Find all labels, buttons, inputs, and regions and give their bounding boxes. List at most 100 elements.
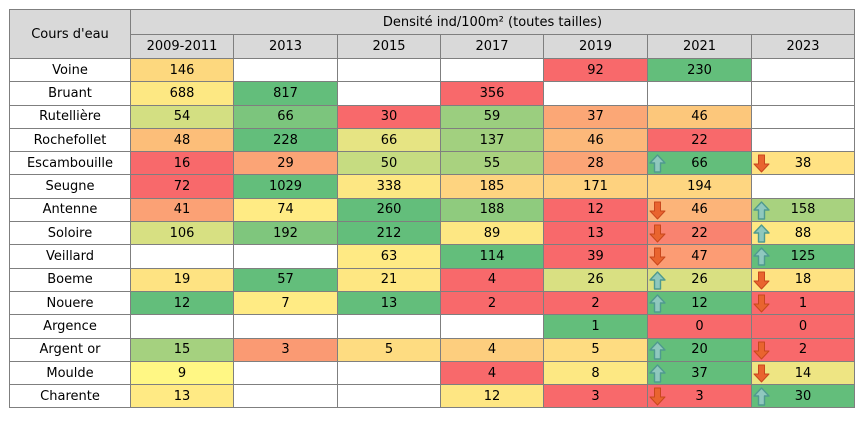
river-name: Charente <box>9 384 131 409</box>
row-header: Cours d'eau <box>9 9 131 59</box>
density-cell: 26 <box>647 267 752 292</box>
density-value: 5 <box>384 342 394 358</box>
density-value: 15 <box>173 342 191 358</box>
density-cell: 2 <box>440 290 544 316</box>
density-value: 2 <box>487 295 497 311</box>
density-cell: 19 <box>130 267 234 292</box>
density-cell: 171 <box>543 174 648 199</box>
density-cell: 12 <box>543 197 648 223</box>
density-cell <box>751 174 855 199</box>
density-cell: 37 <box>647 360 752 386</box>
table-body: Voine 146 92 230 Bruant 688 817 356 Rutellière 54… <box>9 57 855 409</box>
density-value: 171 <box>583 179 608 195</box>
density-value: 72 <box>173 179 191 195</box>
density-value: 14 <box>794 365 812 381</box>
density-value: 13 <box>587 225 604 241</box>
year-header: 2013 <box>233 34 338 59</box>
density-cell <box>337 360 441 386</box>
river-name: Voine <box>9 57 131 83</box>
density-cell: 29 <box>233 151 338 176</box>
table-row: Soloire 106 192 212 89 13 22 88 <box>9 221 855 246</box>
table-row: Nouere 12 7 13 2 2 12 1 <box>9 290 855 316</box>
year-header: 2015 <box>337 34 441 59</box>
density-value: 228 <box>273 132 298 148</box>
table-row: Seugne 72 1029 338 185 171 194 <box>9 174 855 199</box>
down-arrow-icon <box>649 201 666 220</box>
table-row: Escambouille 16 29 50 55 28 66 38 <box>9 151 855 176</box>
density-cell: 4 <box>440 360 544 386</box>
density-cell: 4 <box>440 337 544 362</box>
density-cell: 3 <box>543 384 648 409</box>
density-cell: 688 <box>130 81 234 106</box>
density-value: 7 <box>281 295 290 311</box>
density-value: 26 <box>587 272 604 288</box>
density-value: 4 <box>487 272 497 288</box>
density-value: 26 <box>691 272 708 288</box>
density-value: 188 <box>479 202 505 218</box>
density-value: 3 <box>281 342 290 358</box>
density-cell: 188 <box>440 197 544 223</box>
density-cell <box>543 81 648 106</box>
density-value: 212 <box>376 225 402 241</box>
density-cell: 13 <box>337 290 441 316</box>
density-cell: 46 <box>647 197 752 223</box>
river-name: Rutellière <box>9 104 131 129</box>
density-cell: 13 <box>543 221 648 246</box>
density-cell: 30 <box>337 104 441 129</box>
down-arrow-icon <box>649 387 666 406</box>
up-arrow-icon <box>649 294 666 313</box>
density-value: 137 <box>479 132 505 148</box>
density-cell: 356 <box>440 81 544 106</box>
density-cell: 14 <box>751 360 855 386</box>
density-value: 18 <box>794 272 812 288</box>
density-cell: 89 <box>440 221 544 246</box>
density-cell: 39 <box>543 244 648 269</box>
down-arrow-icon <box>649 247 666 266</box>
density-cell: 28 <box>543 151 648 176</box>
table-row: Voine 146 92 230 <box>9 57 855 83</box>
density-value: 9 <box>177 365 187 381</box>
density-value: 4 <box>487 342 497 358</box>
density-cell: 1 <box>543 314 648 339</box>
density-value: 50 <box>380 155 398 171</box>
river-name: Moulde <box>9 360 131 386</box>
density-value: 125 <box>790 249 816 265</box>
up-arrow-icon <box>649 270 666 290</box>
density-value: 185 <box>479 179 505 195</box>
density-value: 21 <box>380 272 398 288</box>
density-cell: 20 <box>647 337 752 362</box>
table-row: Rutellière 54 66 30 59 37 46 <box>9 104 855 129</box>
density-cell: 817 <box>233 81 338 106</box>
density-cell: 48 <box>130 127 234 153</box>
density-value: 3 <box>695 388 704 404</box>
down-arrow-icon <box>753 271 770 290</box>
density-value: 47 <box>691 249 708 265</box>
density-cell: 57 <box>233 267 338 292</box>
table-row: Rochefollet 48 228 66 137 46 22 <box>9 127 855 153</box>
density-cell: 7 <box>233 290 338 316</box>
density-value: 2 <box>591 295 600 311</box>
density-cell <box>440 314 544 339</box>
density-value: 48 <box>173 132 191 148</box>
density-cell: 54 <box>130 104 234 129</box>
density-cell <box>337 57 441 83</box>
density-cell: 125 <box>751 244 855 269</box>
density-value: 13 <box>380 295 398 311</box>
density-cell: 230 <box>647 57 752 83</box>
density-cell: 260 <box>337 197 441 223</box>
density-value: 66 <box>277 109 294 125</box>
density-cell: 185 <box>440 174 544 199</box>
density-value: 54 <box>173 109 191 125</box>
density-cell: 50 <box>337 151 441 176</box>
density-value: 55 <box>483 155 501 171</box>
density-cell <box>751 57 855 83</box>
density-cell <box>751 81 855 106</box>
density-cell: 47 <box>647 244 752 269</box>
density-cell: 22 <box>647 127 752 153</box>
density-cell: 4 <box>440 267 544 292</box>
density-cell: 46 <box>543 127 648 153</box>
table-row: Boeme 19 57 21 4 26 26 18 <box>9 267 855 292</box>
density-cell: 106 <box>130 221 234 246</box>
density-value: 37 <box>587 109 604 125</box>
density-cell <box>337 314 441 339</box>
